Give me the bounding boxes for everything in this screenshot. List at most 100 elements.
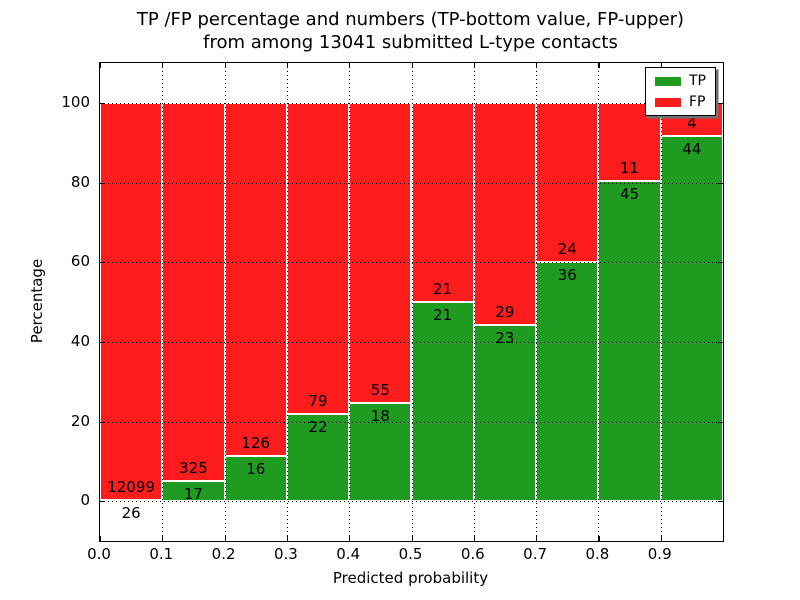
x-tick-label: 0.8: [585, 545, 610, 563]
y-tick-label: 20: [70, 411, 90, 430]
x-tick-mark-top: [162, 63, 164, 68]
y-tick-label: 0: [80, 491, 90, 510]
x-gridline: [162, 63, 164, 541]
x-tick-mark-top: [100, 63, 102, 68]
tp-count-label: 21: [433, 306, 453, 324]
y-tick-mark: [100, 501, 105, 503]
fp-count-label: 79: [308, 392, 328, 411]
y-gridline: [100, 182, 723, 184]
legend-item-tp: TP: [655, 74, 706, 88]
tp-count-label: 23: [495, 328, 515, 347]
tp-bar-segment: [473, 324, 537, 502]
legend-item-fp: FP: [655, 95, 706, 109]
tp-bar-segment: [536, 262, 599, 502]
x-tick-label: 0.5: [398, 545, 423, 563]
y-gridline: [100, 501, 723, 503]
x-gridline: [286, 63, 288, 541]
x-tick-mark: [536, 536, 538, 541]
chart-title: TP /FP percentage and numbers (TP-bottom…: [99, 8, 722, 54]
x-tick-label: 0.2: [211, 545, 236, 563]
x-tick-label: 0.9: [647, 545, 672, 563]
x-tick-mark-top: [411, 63, 413, 68]
x-tick-mark: [349, 536, 351, 541]
tp-count-label: 16: [246, 460, 266, 479]
fp-bar-segment: [100, 102, 163, 501]
fp-count-label: 126: [241, 434, 271, 453]
y-tick-mark-right: [718, 421, 723, 423]
fp-count-label: 11: [620, 159, 640, 178]
y-tick-label: 60: [70, 252, 90, 271]
x-tick-mark: [162, 536, 164, 541]
x-tick-label: 0.4: [336, 545, 361, 563]
plot-area: 12099 26 325 17 126 16 79 22 55 18 21 21 29 23 24 36 11 4…: [99, 62, 724, 542]
y-tick-mark: [100, 262, 105, 264]
fp-bar-segment: [411, 102, 474, 302]
fp-legend-label: FP: [689, 94, 706, 110]
y-gridline: [100, 421, 723, 423]
x-tick-mark-top: [536, 63, 538, 68]
y-gridline: [100, 262, 723, 264]
chart-title-line1: TP /FP percentage and numbers (TP-bottom…: [136, 9, 685, 30]
tp-bar-segment: [660, 136, 723, 502]
fp-count-label: 325: [179, 459, 208, 478]
fp-bar-segment: [473, 102, 537, 325]
y-tick-mark-right: [718, 501, 723, 503]
x-tick-label: 0.1: [149, 545, 174, 563]
x-tick-mark: [286, 536, 289, 541]
tp-count-label: 44: [682, 140, 702, 159]
y-tick-mark-right: [718, 262, 723, 264]
tp-count-label: 26: [121, 504, 141, 523]
x-tick-mark: [598, 536, 600, 541]
fp-count-label: 12099: [107, 478, 155, 497]
tp-legend-swatch: [655, 76, 681, 86]
y-tick-mark: [100, 102, 105, 105]
y-tick-mark-right: [718, 182, 723, 184]
tp-count-label: 22: [308, 418, 328, 437]
tp-legend-label: TP: [689, 73, 706, 89]
tp-bar-segment: [411, 302, 474, 502]
tp-count-label: 45: [620, 185, 640, 204]
fp-legend-swatch: [655, 97, 681, 107]
y-tick-mark: [100, 421, 105, 423]
fp-count-label: 55: [370, 380, 390, 399]
x-gridline: [473, 63, 475, 541]
x-axis-label: Predicted probability: [332, 569, 489, 587]
x-gridline: [660, 63, 662, 541]
fp-bar-segment: [349, 102, 412, 403]
x-gridline: [224, 63, 226, 541]
y-tick-mark: [100, 341, 105, 344]
fp-bar-segment: [162, 102, 225, 482]
x-tick-label: 0.0: [87, 545, 111, 563]
x-gridline: [598, 63, 600, 541]
x-gridline: [536, 63, 538, 541]
x-tick-mark-top: [598, 63, 600, 68]
x-tick-mark-top: [473, 63, 475, 68]
x-gridline: [411, 63, 413, 541]
x-tick-label: 0.7: [523, 545, 548, 563]
x-tick-mark-top: [224, 63, 226, 68]
y-axis-label: Percentage: [28, 258, 46, 344]
x-tick-label: 0.6: [460, 545, 485, 563]
x-tick-mark-top: [286, 63, 289, 68]
x-tick-mark-top: [349, 63, 351, 68]
x-tick-mark: [473, 536, 475, 541]
x-tick-mark: [411, 536, 413, 541]
y-tick-label: 80: [70, 172, 90, 191]
tp-count-label: 18: [370, 406, 390, 425]
tp-count-label: 17: [183, 485, 203, 504]
legend: TP FP: [645, 67, 716, 116]
y-tick-mark-right: [718, 102, 723, 105]
y-tick-mark: [100, 182, 105, 184]
fp-bar-segment: [286, 102, 350, 415]
fp-count-label: 24: [557, 240, 577, 259]
fp-count-label: 29: [495, 302, 515, 321]
x-tick-label: 0.3: [273, 545, 298, 563]
chart-title-line2: from among 13041 submitted L-type contac…: [203, 32, 618, 53]
y-gridline: [100, 341, 723, 343]
fp-bar-segment: [224, 102, 287, 457]
fp-count-label: 4: [687, 114, 697, 133]
x-tick-mark: [224, 536, 226, 541]
x-gridline: [349, 63, 351, 541]
tp-bar-segment: [598, 181, 661, 502]
